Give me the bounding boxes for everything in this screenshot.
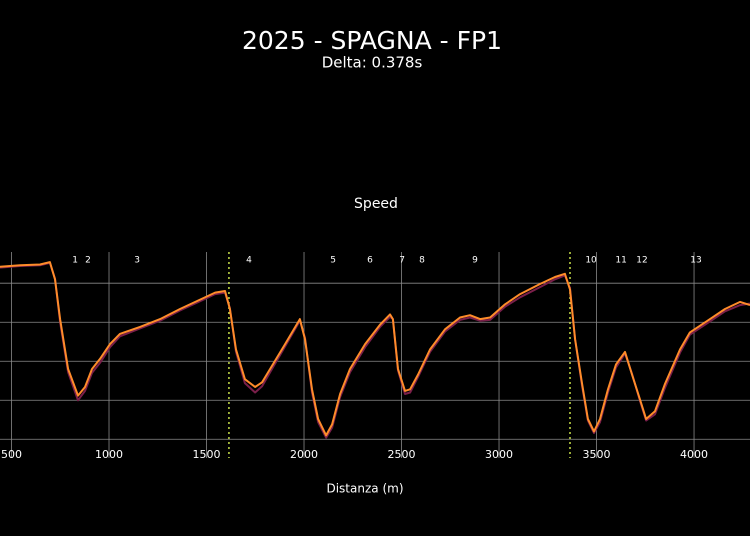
- x-tick-label: 3500: [583, 448, 611, 461]
- corner-label: 7: [399, 256, 405, 266]
- x-tick-label: 3000: [485, 448, 513, 461]
- x-tick-label: 4000: [680, 448, 708, 461]
- x-tick-label: 1500: [193, 448, 221, 461]
- page-title: 2025 - SPAGNA - FP1: [242, 26, 502, 55]
- x-axis-label: Distanza (m): [326, 482, 403, 496]
- corner-label: 3: [134, 256, 140, 266]
- speed-line: [0, 261, 750, 437]
- corner-label: 9: [472, 256, 478, 266]
- corner-label: 5: [330, 256, 336, 266]
- speed-line: [0, 261, 750, 439]
- x-tick-label: 2500: [388, 448, 416, 461]
- corner-label: 8: [419, 256, 425, 266]
- corner-label: 13: [690, 256, 701, 266]
- corner-label: 6: [367, 256, 373, 266]
- x-tick-label: 500: [1, 448, 22, 461]
- corner-label: 2: [85, 256, 91, 266]
- x-tick-label: 1000: [95, 448, 123, 461]
- corner-label: 4: [246, 256, 252, 266]
- corner-label: 1: [72, 256, 78, 266]
- chart-title: Speed: [354, 196, 398, 212]
- x-tick-label: 2000: [290, 448, 318, 461]
- corner-label: 11: [615, 256, 626, 266]
- corner-label: 10: [585, 256, 597, 266]
- subtitle: Delta: 0.378s: [322, 54, 423, 72]
- corner-label: 12: [636, 256, 647, 266]
